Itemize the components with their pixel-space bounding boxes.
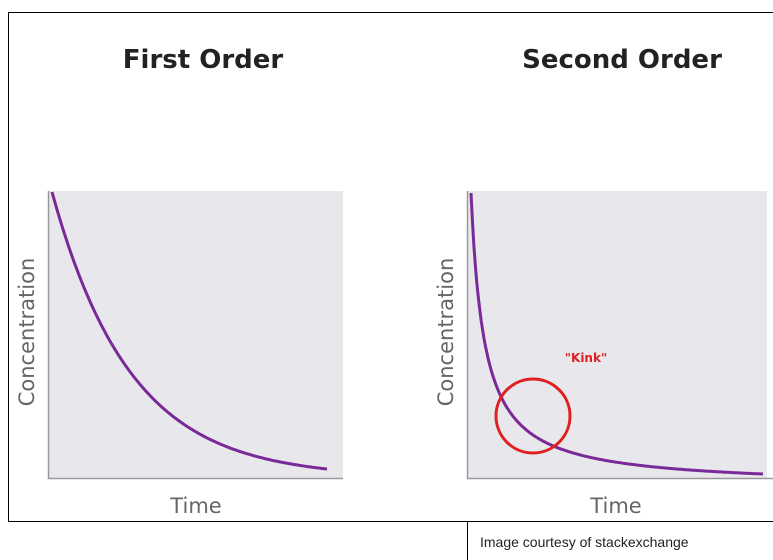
panel-title: Second Order [522,45,722,75]
plot-area [467,191,767,478]
axes [47,191,343,480]
plot-area [48,191,343,478]
annotation: "Kink" [565,351,607,365]
x-axis-label: Time [169,494,221,518]
x-axis-label: Time [589,494,641,518]
second-order-curve [469,192,764,476]
axes [466,191,773,480]
first-order-curve [50,191,328,471]
y-axis-label: Concentration [434,258,458,407]
panel-title: First Order [123,45,284,75]
credit: Image courtesy of stackexchange [480,534,689,550]
y-axis-label: Concentration [15,258,39,407]
kink-circle [494,377,572,455]
frame [8,12,773,522]
